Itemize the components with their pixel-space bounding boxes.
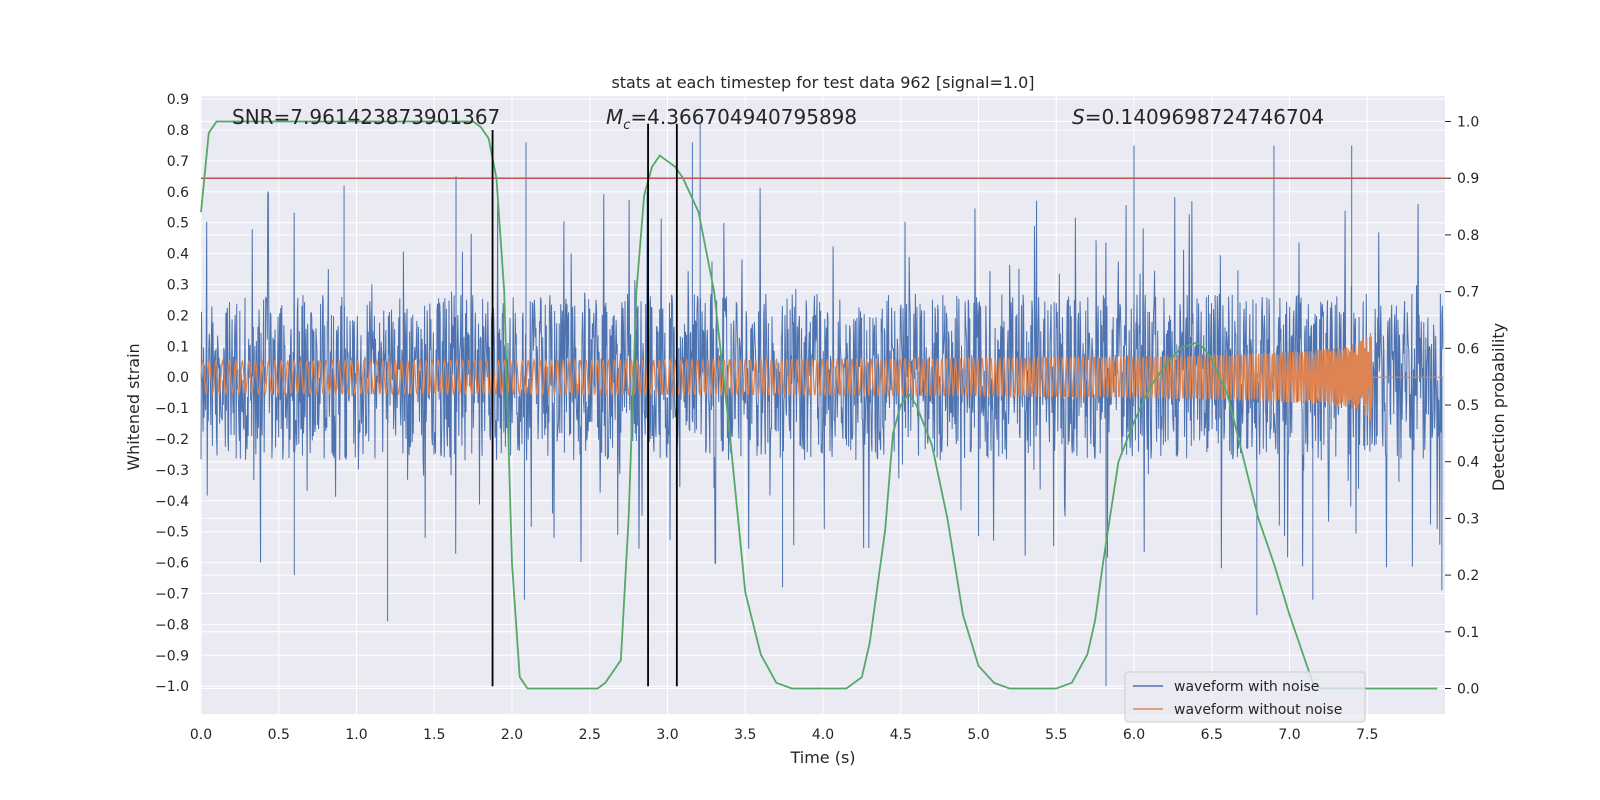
x-tick-label: 1.5	[423, 727, 445, 743]
x-tick-label: 6.0	[1123, 727, 1145, 743]
y-tick-label: 0.8	[167, 123, 189, 139]
x-axis-ticks: 0.0 0.5 1.0 1.5 2.0 2.5 3.0 3.5 4.0 4.5 5.0 5.5 6.0 6…	[190, 727, 1379, 743]
y-tick-label: 0.6	[167, 185, 189, 201]
y-tick-label: −1.0	[155, 679, 189, 695]
y-tick-label: 0.9	[167, 92, 189, 108]
chirp-mass-annotation: Mc=4.366704940795898	[606, 105, 857, 133]
y-tick-label: 0.5	[167, 216, 189, 232]
chirp-mass-symbol: M	[606, 105, 623, 129]
x-tick-label: 5.0	[967, 727, 989, 743]
x-axis-label: Time (s)	[789, 748, 855, 767]
chirp-mass-value: =4.366704940795898	[630, 105, 857, 129]
s-symbol: S	[1072, 105, 1085, 129]
y-tick-label: 0.1	[167, 339, 189, 355]
y-tick-label: 0.3	[167, 277, 189, 293]
series-waveform-with-noise	[200, 123, 1444, 687]
y-tick-label: 0.0	[167, 370, 189, 386]
y-tick-label: −0.9	[155, 648, 189, 664]
y-tick-label: −0.5	[155, 525, 189, 541]
y2-tick-label: 0.3	[1457, 511, 1479, 527]
y-axis-ticks: 0.9 0.8 0.7 0.6 0.5 0.4 0.3 0.2 0.1 0.0 −0.1 −0.2 −0…	[155, 92, 189, 695]
y2-tick-label: 0.5	[1457, 398, 1479, 414]
y2-tick-label: 0.6	[1457, 341, 1479, 357]
y2-tick-label: 0.9	[1457, 171, 1479, 187]
x-tick-label: 7.0	[1278, 727, 1300, 743]
snr-annotation: SNR=7.961423873901367	[232, 105, 500, 129]
x-tick-label: 4.5	[890, 727, 912, 743]
y-tick-label: 0.2	[167, 308, 189, 324]
x-tick-label: 2.0	[501, 727, 523, 743]
y-axis-label: Whitened strain	[124, 343, 143, 470]
x-tick-label: 5.5	[1045, 727, 1067, 743]
y2-tick-label: 0.7	[1457, 285, 1479, 301]
y2-axis-label: Detection probability	[1489, 323, 1508, 491]
s-annotation: S=0.1409698724746704	[1072, 105, 1324, 129]
x-tick-label: 0.5	[268, 727, 290, 743]
x-tick-label: 2.5	[579, 727, 601, 743]
series-detection-probability	[200, 120, 1438, 690]
legend-label-noise: waveform with noise	[1174, 679, 1319, 695]
x-tick-label: 3.5	[734, 727, 756, 743]
y-tick-label: 0.7	[167, 154, 189, 170]
x-tick-label: 1.0	[345, 727, 367, 743]
y-tick-label: 0.4	[167, 247, 189, 263]
prob-layer	[200, 120, 1445, 690]
x-tick-label: 4.0	[812, 727, 834, 743]
x-tick-label: 7.5	[1356, 727, 1378, 743]
noise-layer	[200, 123, 1444, 687]
s-value: =0.1409698724746704	[1085, 105, 1324, 129]
x-tick-label: 3.0	[656, 727, 678, 743]
legend-box	[1124, 671, 1366, 723]
series-waveform-without-noise	[200, 332, 1444, 422]
x-tick-label: 6.5	[1201, 727, 1223, 743]
y2-tick-label: 0.8	[1457, 228, 1479, 244]
y2-tick-label: 0.0	[1457, 681, 1479, 697]
x-tick-label: 0.0	[190, 727, 212, 743]
signal-layer	[200, 332, 1444, 422]
y-tick-label: −0.6	[155, 556, 189, 572]
y2-axis-ticks: 1.0 0.9 0.8 0.7 0.6 0.5 0.4 0.3 0.2 0.1 0.0	[1445, 115, 1479, 697]
y-tick-label: −0.7	[155, 586, 189, 602]
y-tick-label: −0.8	[155, 617, 189, 633]
y-tick-label: −0.2	[155, 432, 189, 448]
legend: waveform with noise waveform without noi…	[1124, 671, 1366, 723]
chirp-mass-subscript: c	[623, 118, 630, 133]
y2-tick-label: 0.1	[1457, 625, 1479, 641]
y-tick-label: −0.3	[155, 463, 189, 479]
vline-layer	[491, 123, 678, 687]
y-tick-label: −0.1	[155, 401, 189, 417]
y2-tick-label: 0.2	[1457, 568, 1479, 584]
chart-title: stats at each timestep for test data 962…	[611, 73, 1034, 92]
legend-label-signal: waveform without noise	[1174, 702, 1342, 718]
y2-tick-label: 1.0	[1457, 115, 1479, 131]
y2-tick-label: 0.4	[1457, 455, 1479, 471]
y-tick-label: −0.4	[155, 494, 189, 510]
